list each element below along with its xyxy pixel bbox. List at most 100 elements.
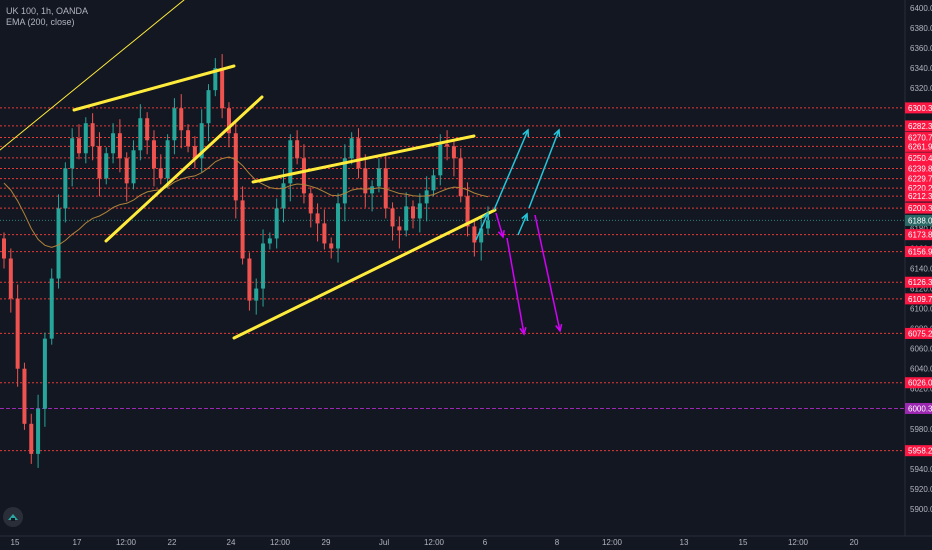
candle-body: [254, 288, 259, 301]
y-tick-label: 6120.0: [910, 285, 932, 294]
candle-body: [295, 140, 300, 159]
candle-body: [383, 168, 388, 209]
candle-body: [431, 175, 436, 191]
price-level-tag: [905, 327, 932, 339]
projection-arrow[interactable]: [495, 212, 504, 238]
y-tick-label: 6060.0: [910, 345, 932, 354]
candle-body: [70, 138, 75, 169]
projection-arrowhead: [482, 211, 489, 221]
projection-arrowhead: [522, 128, 530, 138]
x-tick-label: 12:00: [788, 538, 809, 547]
candle-body: [479, 228, 484, 243]
candle-body: [247, 258, 252, 301]
y-tick-label: 6320.0: [910, 84, 932, 93]
projection-arrow[interactable]: [493, 129, 529, 211]
price-level-tag: [905, 102, 932, 114]
price-level-tag-label: 6220.2: [908, 184, 932, 193]
x-tick-label: 15: [739, 538, 748, 547]
candle-body: [42, 338, 47, 409]
projection-arrow[interactable]: [506, 237, 525, 335]
x-tick-label: 20: [850, 538, 859, 547]
candle-body: [349, 138, 354, 159]
candle-body: [8, 258, 13, 299]
y-tick-label: 6180.0: [910, 224, 932, 233]
trendline[interactable]: [72, 64, 236, 112]
x-tick-label: 8: [555, 538, 560, 547]
x-tick-label: 22: [168, 538, 177, 547]
symbol-label: UK 100, 1h, OANDA: [6, 6, 89, 16]
y-tick-label: 5980.0: [910, 425, 932, 434]
x-tick-label: 12:00: [602, 538, 623, 547]
projection-arrow[interactable]: [528, 129, 560, 209]
candle-body: [363, 168, 368, 194]
candle-body: [281, 183, 286, 209]
price-level-tag-label: 6075.2: [908, 329, 932, 338]
candle-body: [179, 108, 184, 131]
projection-arrow[interactable]: [475, 212, 489, 241]
x-tick-label: 13: [680, 538, 689, 547]
candle-body: [76, 138, 81, 154]
price-level-tag-label: 6173.8: [908, 231, 932, 240]
candle-body: [274, 208, 279, 239]
y-tick-label: 6360.0: [910, 44, 932, 53]
price-level-tag-label: 5958.2: [908, 447, 932, 456]
y-tick-label: 6020.0: [910, 385, 932, 394]
candle-body: [342, 158, 347, 204]
candle-body: [97, 146, 102, 179]
price-level-tag-label: 6282.3: [908, 122, 932, 131]
trendline[interactable]: [104, 95, 264, 243]
price-level-tag: [905, 229, 932, 241]
chart-legend: UK 100, 1h, OANDA EMA (200, close): [6, 6, 88, 28]
tradingview-logo-icon[interactable]: [3, 507, 23, 527]
candle-body: [445, 144, 450, 147]
trendline[interactable]: [0, 0, 185, 151]
price-level-tag-label: 6200.3: [908, 204, 932, 213]
projection-arrow[interactable]: [517, 213, 528, 236]
candle-body: [199, 123, 204, 159]
price-level-tag-label: 6300.3: [908, 104, 932, 113]
trendline[interactable]: [232, 208, 497, 340]
candle-body: [370, 186, 375, 194]
x-tick-label: 12:00: [116, 538, 137, 547]
y-tick-label: 6380.0: [910, 24, 932, 33]
candle-body: [315, 213, 320, 224]
price-level-tag-label: 6229.7: [908, 175, 932, 184]
x-tick-label: 12:00: [424, 538, 445, 547]
candle-body: [356, 138, 361, 169]
candle-body: [376, 168, 381, 187]
price-level-tag: [905, 182, 932, 194]
candle-body: [56, 208, 61, 279]
candle-body: [267, 238, 272, 244]
x-tick-label: 29: [322, 538, 331, 547]
price-level-tag: [905, 377, 932, 389]
y-tick-label: 5900.0: [910, 505, 932, 514]
y-tick-label: 6040.0: [910, 365, 932, 374]
trendline[interactable]: [251, 134, 476, 184]
x-tick-label: 17: [73, 538, 82, 547]
candle-body: [226, 108, 231, 134]
candle-body: [288, 140, 293, 184]
candle-body: [104, 153, 109, 179]
price-level-tag: [905, 202, 932, 214]
x-tick-label: 24: [227, 538, 236, 547]
candle-body: [83, 123, 88, 154]
x-tick-label: 6: [483, 538, 488, 547]
candle-body: [49, 278, 54, 339]
candle-body: [329, 243, 334, 249]
projection-arrow[interactable]: [534, 214, 561, 332]
candle-body: [472, 226, 477, 243]
price-level-tag-label: 6126.3: [908, 278, 932, 287]
projection-arrowhead: [555, 324, 563, 333]
y-tick-label: 5940.0: [910, 465, 932, 474]
candle-body: [411, 206, 416, 219]
price-level-tag: [905, 173, 932, 185]
candle-body: [36, 408, 41, 454]
candle-body: [458, 158, 463, 197]
y-tick-label: 5920.0: [910, 485, 932, 494]
candle-body: [301, 158, 306, 194]
price-level-tag: [905, 140, 932, 152]
candle-body: [165, 140, 170, 179]
candle-body: [390, 208, 395, 227]
candle-body: [124, 158, 129, 184]
